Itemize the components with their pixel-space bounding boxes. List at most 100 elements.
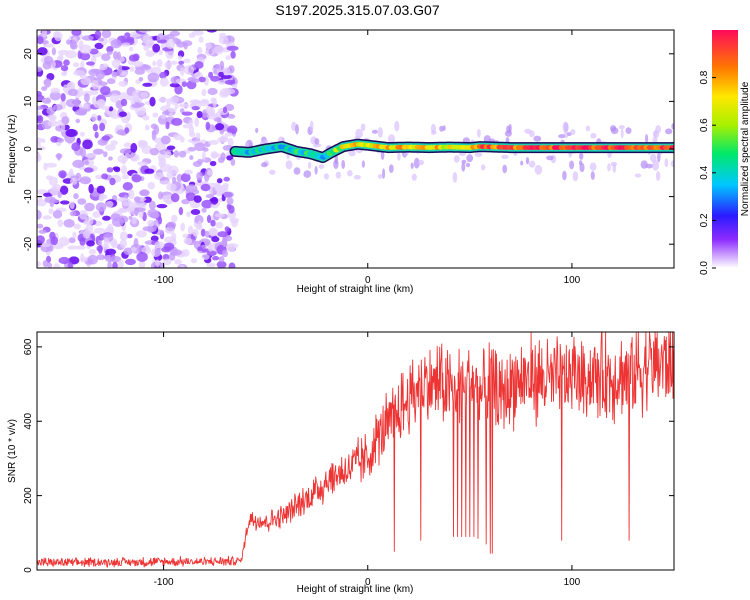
colorbar-tick-label: 0.4 (699, 165, 710, 179)
noise-speckle (226, 197, 234, 205)
noise-speckle (313, 143, 322, 148)
noise-speckle (579, 162, 585, 173)
noise-speckle (110, 39, 122, 49)
noise-speckle (206, 214, 212, 224)
noise-speckle (110, 140, 118, 146)
noise-speckle (380, 150, 385, 160)
noise-speckle (88, 183, 94, 194)
noise-speckle (151, 247, 161, 257)
noise-speckle (150, 235, 159, 242)
noise-speckle (108, 106, 114, 112)
noise-speckle (111, 240, 118, 249)
noise-speckle (190, 258, 198, 264)
noise-speckle (308, 161, 312, 169)
noise-speckle (152, 43, 161, 53)
noise-speckle (91, 96, 97, 106)
noise-speckle (173, 150, 180, 158)
noise-speckle (51, 47, 57, 56)
noise-speckle (227, 125, 238, 135)
noise-speckle (197, 46, 203, 55)
noise-speckle (131, 247, 137, 253)
noise-speckle (111, 59, 121, 68)
noise-speckle (53, 104, 63, 111)
noise-speckle (84, 93, 90, 103)
noise-speckle (371, 129, 378, 134)
noise-speckle (625, 127, 632, 134)
noise-speckle (156, 204, 168, 209)
noise-speckle (96, 115, 102, 121)
noise-speckle (78, 210, 88, 220)
noise-speckle (141, 145, 153, 154)
noise-speckle (101, 105, 110, 110)
noise-speckle (37, 223, 44, 229)
noise-speckle (103, 151, 108, 158)
noise-speckle (231, 219, 238, 228)
noise-speckle (227, 137, 234, 148)
noise-speckle (461, 162, 466, 172)
noise-speckle (197, 158, 203, 165)
noise-speckle (80, 77, 92, 86)
noise-speckle (93, 227, 106, 234)
noise-speckle (533, 135, 542, 142)
noise-speckle (129, 46, 134, 52)
noise-speckle (159, 71, 167, 79)
noise-speckle (579, 152, 584, 160)
noise-speckle (181, 249, 190, 257)
noise-speckle (217, 156, 225, 164)
noise-speckle (43, 56, 54, 65)
noise-speckle (125, 258, 136, 266)
noise-speckle (215, 221, 224, 229)
noise-speckle (37, 152, 41, 162)
noise-speckle (87, 254, 98, 265)
noise-speckle (43, 78, 52, 88)
noise-speckle (117, 197, 129, 202)
noise-speckle (618, 125, 625, 130)
noise-speckle (199, 100, 210, 107)
noise-speckle (138, 30, 151, 33)
heatmap-y-tick-label: 10 (23, 95, 34, 107)
noise-speckle (79, 176, 92, 185)
snr-x-tick-label: -100 (154, 577, 174, 588)
noise-speckle (224, 79, 236, 85)
noise-speckle (134, 207, 139, 217)
noise-speckle (82, 229, 91, 239)
noise-speckle (48, 176, 59, 187)
noise-speckle (111, 71, 118, 78)
noise-speckle (572, 171, 579, 182)
noise-speckle (126, 111, 131, 122)
noise-speckle (217, 117, 222, 125)
noise-speckle (68, 237, 76, 244)
noise-speckle (208, 140, 219, 145)
noise-speckle (227, 114, 236, 119)
noise-speckle (178, 150, 187, 158)
noise-speckle (191, 106, 200, 111)
noise-speckle (207, 243, 213, 252)
noise-speckle (79, 52, 91, 61)
noise-speckle (53, 263, 61, 268)
noise-speckle (382, 168, 386, 179)
noise-speckle (360, 123, 366, 132)
colorbar-tick-label: 0.6 (699, 118, 710, 132)
noise-speckle (221, 238, 228, 248)
noise-speckle (607, 163, 611, 172)
noise-speckle (640, 160, 648, 169)
noise-speckle (63, 59, 70, 66)
noise-speckle (95, 70, 105, 80)
noise-speckle (108, 156, 113, 161)
noise-speckle (101, 30, 112, 39)
noise-speckle (101, 173, 109, 180)
noise-speckle (138, 77, 144, 82)
noise-speckle (122, 174, 129, 180)
noise-speckle (207, 169, 213, 176)
noise-speckle (101, 135, 111, 141)
noise-speckle (285, 160, 293, 170)
noise-speckle (558, 134, 566, 139)
noise-speckle (40, 243, 51, 248)
noise-speckle (164, 151, 172, 159)
noise-speckle (160, 135, 171, 145)
noise-speckle (210, 75, 220, 82)
noise-speckle (226, 45, 239, 51)
noise-speckle (224, 226, 230, 232)
noise-speckle (167, 107, 177, 113)
noise-speckle (110, 213, 121, 222)
